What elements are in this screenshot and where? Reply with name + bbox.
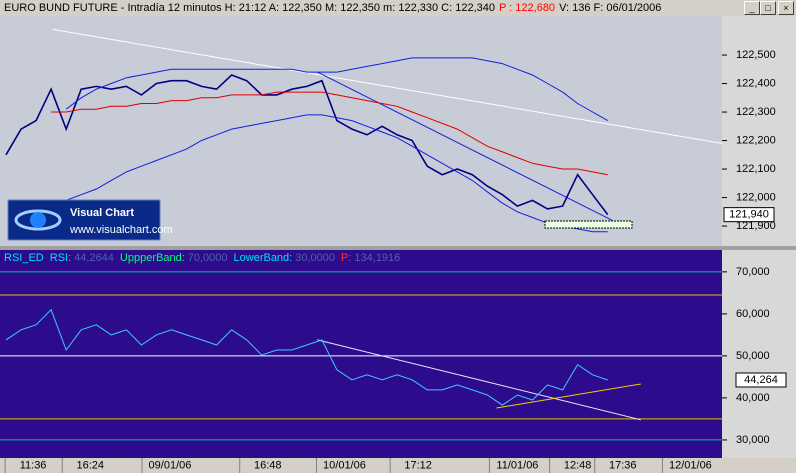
x-axis-band	[0, 458, 796, 473]
header-item: RSI:	[50, 252, 71, 264]
series-line	[66, 114, 608, 233]
x-tick-label: 09/01/06	[149, 459, 192, 471]
logo: Visual Chart www.visualchart.com	[7, 199, 173, 241]
y-tick-label: 40,000	[736, 392, 770, 404]
panel-separator	[0, 246, 796, 250]
header-item: UppperBand:	[120, 252, 185, 264]
header-item: 44,2644	[74, 252, 114, 264]
header-item: 134,1916	[354, 252, 400, 264]
last-value-box	[735, 372, 787, 388]
x-tick-label: 12:48	[564, 459, 592, 471]
trend-line	[317, 339, 641, 421]
title-text: V: 136 F: 06/01/2006	[559, 2, 662, 14]
trend-line	[52, 28, 723, 144]
minimize-button[interactable]: _	[744, 1, 760, 15]
chart: 122,500 122,400 122,300 122,200 122,100 122,0…	[0, 16, 796, 473]
series-line	[5, 74, 609, 216]
y-tick-label: 122,400	[736, 77, 776, 89]
y-tick-label: 50,000	[736, 350, 770, 362]
x-tick-label: 17:12	[404, 459, 432, 471]
x-tick-label: 11:36	[20, 459, 47, 471]
x-tick-label: 11/01/06	[496, 459, 538, 471]
logo-name: Visual Chart	[70, 207, 134, 219]
indicator-header: RSI_ED RSI: 44,2644 UppperBand: 70,0000 Lower…	[4, 252, 400, 264]
title-text: P : 122,680	[498, 2, 556, 14]
last-value-box	[723, 207, 775, 223]
y-tick-label: 122,100	[736, 163, 776, 175]
header-item: P:	[341, 252, 351, 264]
maximize-button[interactable]: □	[760, 1, 776, 15]
x-tick-label: 16:48	[254, 459, 282, 471]
logo-icon	[30, 212, 46, 228]
title-text: EURO BUND FUTURE - Intradía 12 minutos H…	[4, 2, 495, 14]
y-tick-label: 121,900	[736, 220, 776, 232]
series-line	[5, 308, 608, 406]
y-tick-label: 122,200	[736, 134, 776, 146]
y-tick-label: 122,500	[736, 49, 776, 61]
trend-line	[317, 71, 613, 221]
y-tick-label: 60,000	[736, 308, 770, 320]
series-line	[65, 57, 608, 122]
y-tick-label: 30,000	[736, 434, 770, 446]
header-item: LowerBand:	[234, 252, 293, 264]
header-item: 70,0000	[188, 252, 228, 264]
x-tick-label: 10/01/06	[323, 459, 366, 471]
trend-line	[496, 383, 641, 409]
title-bar: EURO BUND FUTURE - Intradía 12 minutos H…	[0, 0, 796, 16]
x-tick-label: 17:36	[609, 459, 637, 471]
logo-icon	[14, 209, 62, 231]
y-axis-band	[722, 250, 796, 458]
last-value-label: 44,264	[744, 374, 778, 386]
logo-url: www.visualchart.com	[69, 224, 173, 236]
y-tick-label: 122,000	[736, 191, 776, 203]
y-tick-label: 122,300	[736, 106, 776, 118]
plot-background	[0, 250, 722, 458]
close-button[interactable]: ×	[778, 1, 794, 15]
header-item: RSI_ED	[4, 252, 44, 264]
last-value-label: 121,940	[729, 209, 769, 221]
highlight-box	[544, 220, 633, 229]
header-item: 30,0000	[295, 252, 335, 264]
series-line	[51, 91, 608, 176]
x-tick-label: 16:24	[76, 459, 104, 471]
y-tick-label: 70,000	[736, 266, 770, 278]
x-tick-label: 12/01/06	[669, 459, 712, 471]
